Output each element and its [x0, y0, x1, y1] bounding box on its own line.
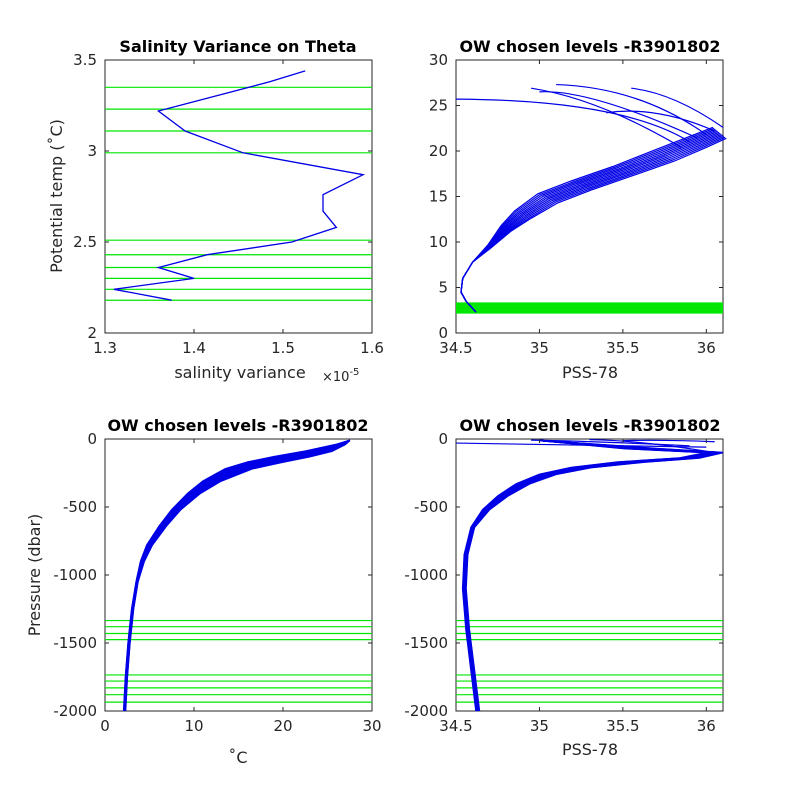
chart-title: Salinity Variance on Theta — [119, 37, 356, 56]
x-tick-label: 35 — [530, 717, 549, 735]
profile-series — [455, 83, 727, 313]
variance-series — [113, 70, 366, 301]
surface-profile-line — [455, 442, 707, 448]
y-tick-label: 0 — [438, 324, 448, 342]
y-tick-label: 0 — [87, 430, 97, 448]
profile-series — [455, 439, 724, 712]
panel-salinity-variance: 1.3 1.4 1.5 1.6 2 2.5 3 3.5 Salinity Variance … — [47, 37, 384, 385]
x-tick-label: 1.4 — [182, 339, 206, 357]
chart-title: OW chosen levels -R3901802 — [459, 416, 720, 435]
y-tick-label: -500 — [414, 498, 448, 516]
chart-title: OW chosen levels -R3901802 — [107, 416, 368, 435]
surface-profile-line — [606, 110, 715, 132]
y-axis-label: Pressure (dbar) — [25, 514, 44, 637]
x-axis-label: PSS-78 — [562, 740, 618, 759]
profile-series — [122, 439, 351, 712]
x-tick-label: 34.5 — [439, 717, 472, 735]
plot-frame — [455, 59, 724, 334]
x-tick-label: 30 — [362, 717, 381, 735]
surface-profile-line — [631, 87, 724, 128]
plot-frame — [455, 438, 724, 712]
y-tick-label: 25 — [429, 97, 448, 115]
chosen-levels — [105, 619, 372, 703]
x-tick-label: 0 — [100, 717, 110, 735]
x-tick-label: 35.5 — [606, 339, 639, 357]
y-tick-label: -1500 — [404, 634, 448, 652]
chosen-levels — [105, 86, 372, 301]
surface-profile-line — [455, 98, 690, 143]
x-axis-label: ˚C — [228, 748, 247, 767]
y-tick-label: 0 — [438, 430, 448, 448]
y-tick-label: 30 — [429, 51, 448, 69]
y-tick-label: 10 — [429, 233, 448, 251]
y-tick-label: 3 — [87, 142, 97, 160]
y-tick-label: -2000 — [404, 702, 448, 720]
x-tick-label: 36 — [697, 717, 716, 735]
x-tick-label: 1.3 — [93, 339, 117, 357]
x-tick-label: 1.6 — [360, 339, 384, 357]
y-axis-label: Potential temp (˚C) — [47, 119, 66, 273]
y-tick-label: 15 — [429, 188, 448, 206]
x-axis-label: salinity variance — [174, 363, 305, 382]
panel-theta-salinity: 34.5 35 35.5 36 0 5 10 15 20 25 30 OW chosen leve… — [429, 37, 727, 382]
profile-line — [465, 439, 724, 712]
y-tick-label: 20 — [429, 142, 448, 160]
y-tick-label: 3.5 — [73, 51, 97, 69]
surface-profile-line — [531, 439, 690, 447]
panel-pressure-temperature: 0 10 20 30 -2000 -1500 -1000 -500 0 OW chosen l… — [25, 416, 382, 767]
y-tick-label: -1000 — [404, 566, 448, 584]
series-line — [113, 70, 366, 301]
x-tick-label: 20 — [273, 717, 292, 735]
x-axis-label: PSS-78 — [562, 363, 618, 382]
x-exponent: ×10-5 — [322, 367, 359, 385]
surface-profile-line — [589, 439, 707, 452]
y-tick-label: 2.5 — [73, 233, 97, 251]
y-tick-label: -1500 — [53, 634, 97, 652]
chosen-levels — [456, 619, 723, 703]
x-tick-label: 35.5 — [606, 717, 639, 735]
x-tick-label: 36 — [697, 339, 716, 357]
surface-profile-line — [556, 83, 707, 136]
y-tick-label: -2000 — [53, 702, 97, 720]
x-tick-label: 34.5 — [439, 339, 472, 357]
x-tick-label: 10 — [184, 717, 203, 735]
y-tick-label: 2 — [87, 324, 97, 342]
plot-frame — [104, 438, 373, 712]
panel-pressure-salinity: 34.5 35 35.5 36 -2000 -1500 -1000 -500 0 OW cho… — [404, 416, 724, 759]
chart-title: OW chosen levels -R3901802 — [459, 37, 720, 56]
profile-line — [124, 439, 351, 712]
x-tick-label: 1.5 — [271, 339, 295, 357]
plot-frame — [104, 59, 373, 334]
y-tick-label: 5 — [438, 279, 448, 297]
y-tick-label: -1000 — [53, 566, 97, 584]
surface-profile-line — [531, 87, 682, 148]
y-tick-label: -500 — [63, 498, 97, 516]
chosen-levels — [456, 302, 723, 314]
x-tick-label: 35 — [530, 339, 549, 357]
profile-line — [460, 137, 727, 313]
surface-profile-line — [622, 439, 715, 443]
